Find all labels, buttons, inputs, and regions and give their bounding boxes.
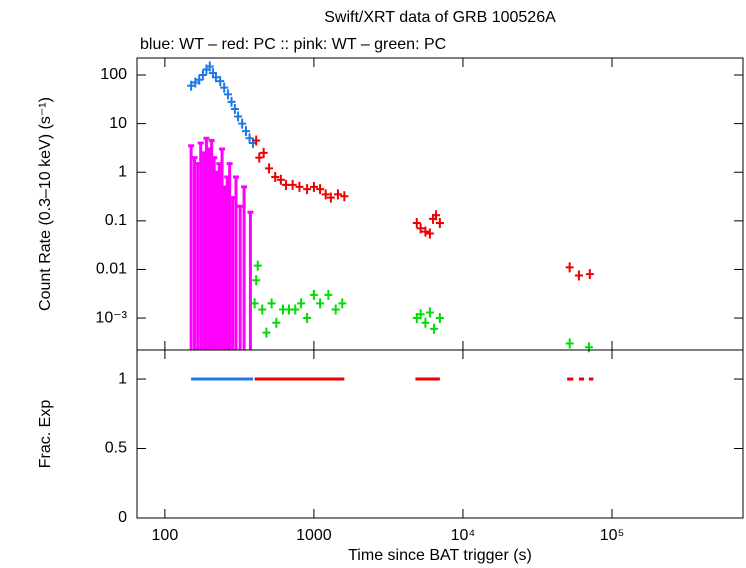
spike xyxy=(203,136,210,350)
data-point xyxy=(421,317,430,328)
data-point xyxy=(326,192,335,203)
spike xyxy=(237,204,244,350)
data-point xyxy=(416,223,425,234)
x-tick-label: 10⁴ xyxy=(451,527,476,544)
spike xyxy=(232,175,239,350)
data-point xyxy=(276,174,285,185)
data-point xyxy=(435,218,444,229)
data-point xyxy=(234,111,243,122)
data-point xyxy=(338,298,347,309)
data-point xyxy=(574,270,583,281)
data-point xyxy=(309,289,318,300)
plot-frame xyxy=(136,349,744,519)
data-point xyxy=(412,218,421,229)
data-point xyxy=(288,179,297,190)
spike xyxy=(226,162,233,350)
x-tick-label: 100 xyxy=(152,527,179,544)
x-tick-label: 10⁵ xyxy=(600,527,624,544)
spike xyxy=(219,147,226,350)
data-point xyxy=(316,184,325,195)
data-point xyxy=(211,72,220,83)
data-point xyxy=(585,269,594,280)
data-point xyxy=(291,304,300,315)
spike xyxy=(211,156,218,350)
data-point xyxy=(309,181,318,192)
x-tick-label: 1000 xyxy=(296,527,332,544)
y-tick-label: 10 xyxy=(109,115,127,132)
data-point xyxy=(295,181,304,192)
spike xyxy=(188,144,195,350)
spike xyxy=(191,156,198,350)
x-axis-label: Time since BAT trigger (s) xyxy=(348,547,532,564)
data-point xyxy=(565,262,574,273)
data-point xyxy=(252,275,261,286)
data-point xyxy=(321,189,330,200)
data-point xyxy=(238,118,247,129)
data-point xyxy=(584,342,593,353)
data-point xyxy=(425,307,434,318)
y-axis-label: Frac. Exp xyxy=(37,400,54,469)
data-point xyxy=(265,163,274,174)
data-point xyxy=(195,74,204,85)
data-point xyxy=(253,260,262,271)
data-point xyxy=(255,152,264,163)
data-point xyxy=(340,191,349,202)
data-point xyxy=(252,135,261,146)
y-tick-label: 0.01 xyxy=(96,261,127,278)
data-point xyxy=(316,298,325,309)
data-point xyxy=(331,304,340,315)
data-point xyxy=(259,147,268,158)
data-point xyxy=(223,89,232,100)
data-point xyxy=(205,61,214,72)
data-point xyxy=(258,304,267,315)
chart-subtitle: blue: WT – red: PC :: pink: WT – green: … xyxy=(140,36,446,53)
data-point xyxy=(416,309,425,320)
data-point xyxy=(241,126,250,137)
data-point xyxy=(432,210,441,221)
y-tick-label: 0.1 xyxy=(105,212,127,229)
data-point xyxy=(220,82,229,93)
data-point xyxy=(250,298,259,309)
y-tick-label: 0.5 xyxy=(105,440,127,457)
data-point xyxy=(262,327,271,338)
data-point xyxy=(303,184,312,195)
data-point xyxy=(230,103,239,114)
y-tick-label: 100 xyxy=(100,66,127,83)
data-point xyxy=(187,80,196,91)
data-point xyxy=(198,70,207,81)
data-point xyxy=(425,228,434,239)
y-tick-label: 0 xyxy=(118,509,127,526)
data-point xyxy=(324,289,333,300)
data-point xyxy=(333,189,342,200)
y-tick-label: 1 xyxy=(118,163,127,180)
y-tick-label: 10⁻³ xyxy=(95,309,127,326)
data-point xyxy=(271,171,280,182)
data-point xyxy=(227,96,236,107)
data-point xyxy=(267,298,276,309)
data-point xyxy=(297,298,306,309)
data-point xyxy=(303,313,312,324)
data-point xyxy=(421,226,430,237)
data-point xyxy=(565,338,574,349)
spike xyxy=(241,185,248,350)
y-axis-label: Count Rate (0.3–10 keV) (s⁻¹) xyxy=(37,97,54,311)
spike xyxy=(247,210,254,350)
data-point xyxy=(216,76,225,87)
data-point xyxy=(430,323,439,334)
spike xyxy=(208,138,215,350)
data-point xyxy=(435,313,444,324)
data-point xyxy=(272,317,281,328)
y-tick-label: 1 xyxy=(118,370,127,387)
chart-title: Swift/XRT data of GRB 100526A xyxy=(324,9,556,26)
spike xyxy=(197,141,204,350)
